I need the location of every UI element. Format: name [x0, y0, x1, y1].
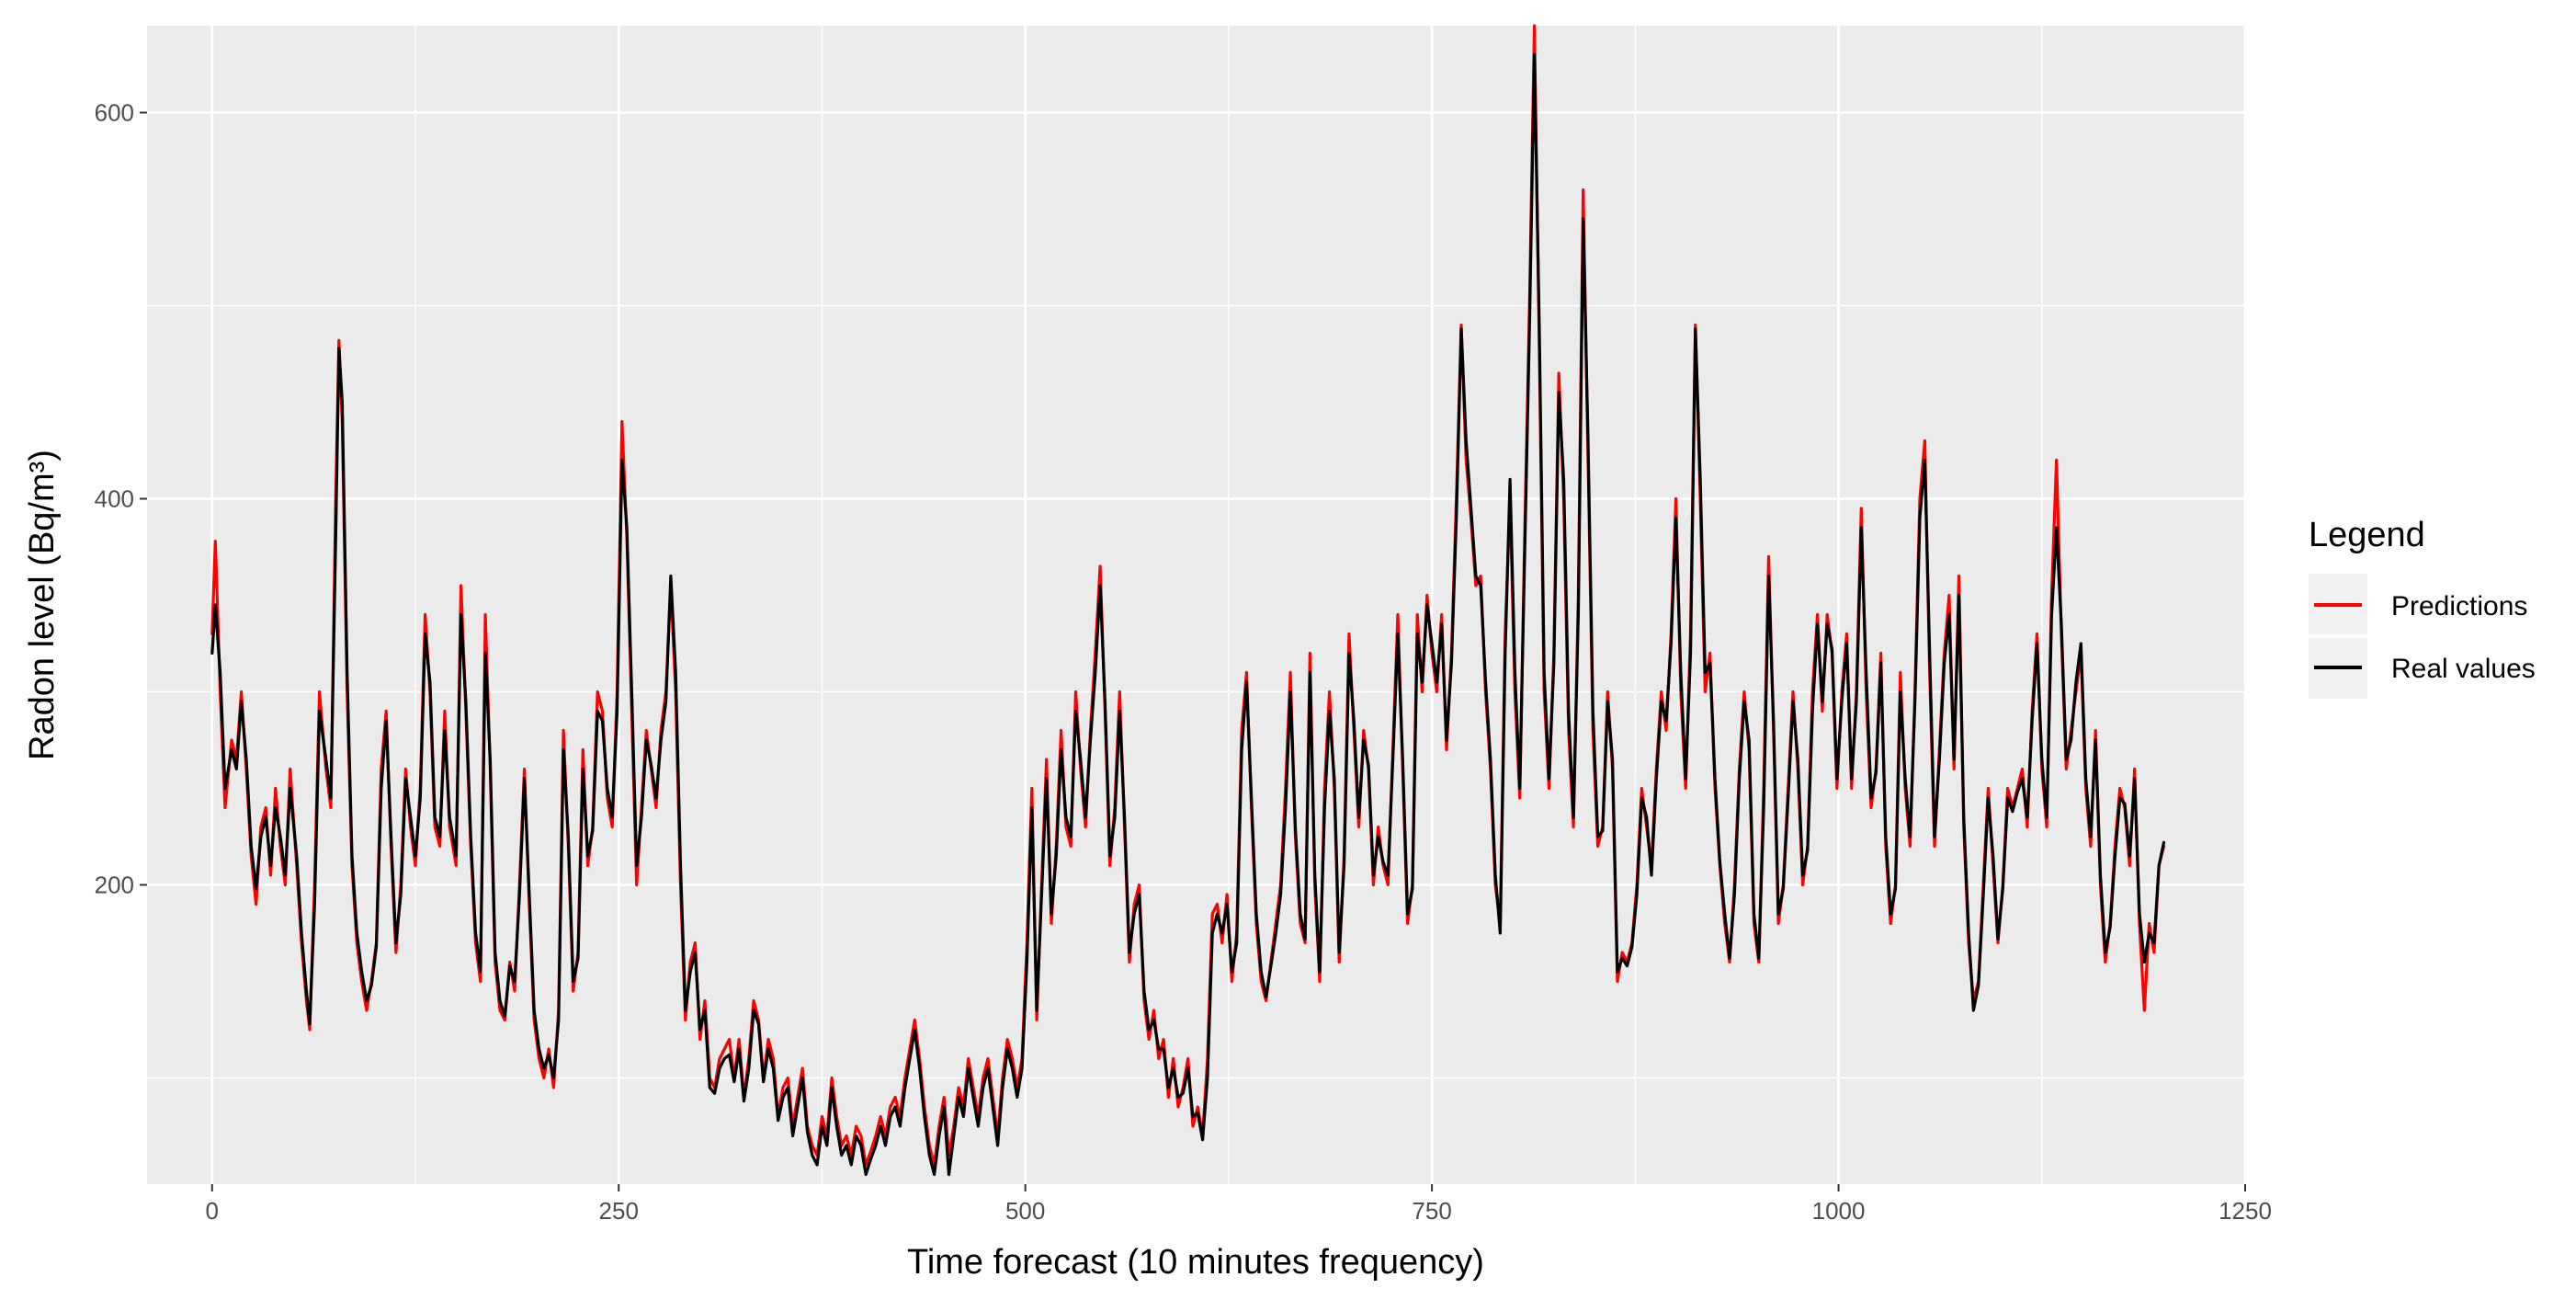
y-tick-label: 600: [95, 99, 134, 127]
y-tick-label: 200: [95, 872, 134, 899]
legend: Legend Predictions Real values: [2309, 516, 2536, 699]
x-tick-label: 1250: [2219, 1197, 2272, 1225]
legend-label-predictions: Predictions: [2391, 591, 2527, 621]
x-tick-labels: 0 250 500 750 1000 1250: [206, 1197, 2272, 1225]
x-tick-label: 500: [1005, 1197, 1045, 1225]
x-axis-title: Time forecast (10 minutes frequency): [907, 1243, 1484, 1282]
series-line-real-values: [210, 52, 2166, 1177]
legend-title: Legend: [2309, 516, 2425, 554]
x-tick-label: 250: [599, 1197, 639, 1225]
y-tick-label: 400: [95, 485, 134, 513]
legend-label-real-values: Real values: [2391, 654, 2536, 684]
y-tick-labels: 200 400 600: [95, 99, 134, 899]
x-tick-label: 0: [206, 1197, 219, 1225]
series-layer: [210, 24, 2166, 1177]
x-tick-label: 750: [1412, 1197, 1451, 1225]
y-axis-title: Radon level (Bq/m³): [23, 450, 62, 760]
axis-ticks: [140, 111, 2246, 1191]
x-tick-label: 1000: [1812, 1197, 1866, 1225]
minor-gridlines: [147, 26, 2245, 1184]
